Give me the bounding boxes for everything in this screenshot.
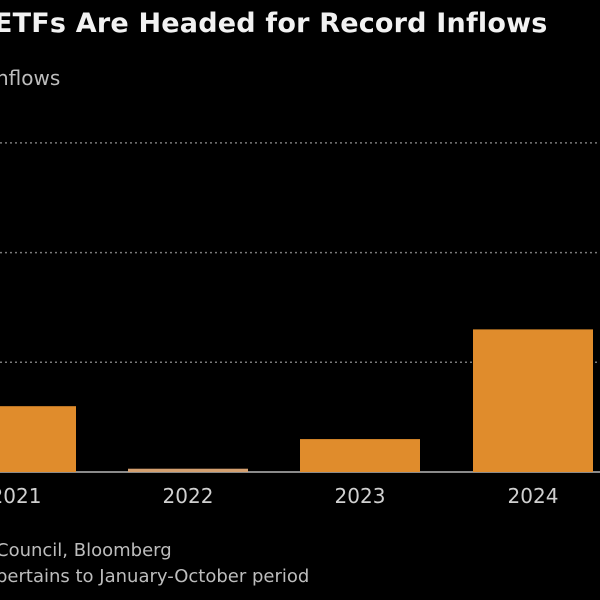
bar-2023 (300, 439, 420, 472)
bar-2021 (0, 406, 76, 472)
x-tick-label-2023: 2023 (335, 484, 386, 508)
chart-title: ETFs Are Headed for Record Inflows (0, 8, 548, 39)
x-tick-label-2021: 2021 (0, 484, 41, 508)
x-tick-label-2022: 2022 (163, 484, 214, 508)
period-note: pertains to January-October period (0, 566, 310, 587)
bar-2022 (128, 468, 248, 472)
chart-subtitle: nflows (0, 66, 61, 90)
x-tick-label-2024: 2024 (508, 484, 559, 508)
source-note: Council, Bloomberg (0, 540, 172, 561)
bar-2024 (473, 329, 593, 472)
